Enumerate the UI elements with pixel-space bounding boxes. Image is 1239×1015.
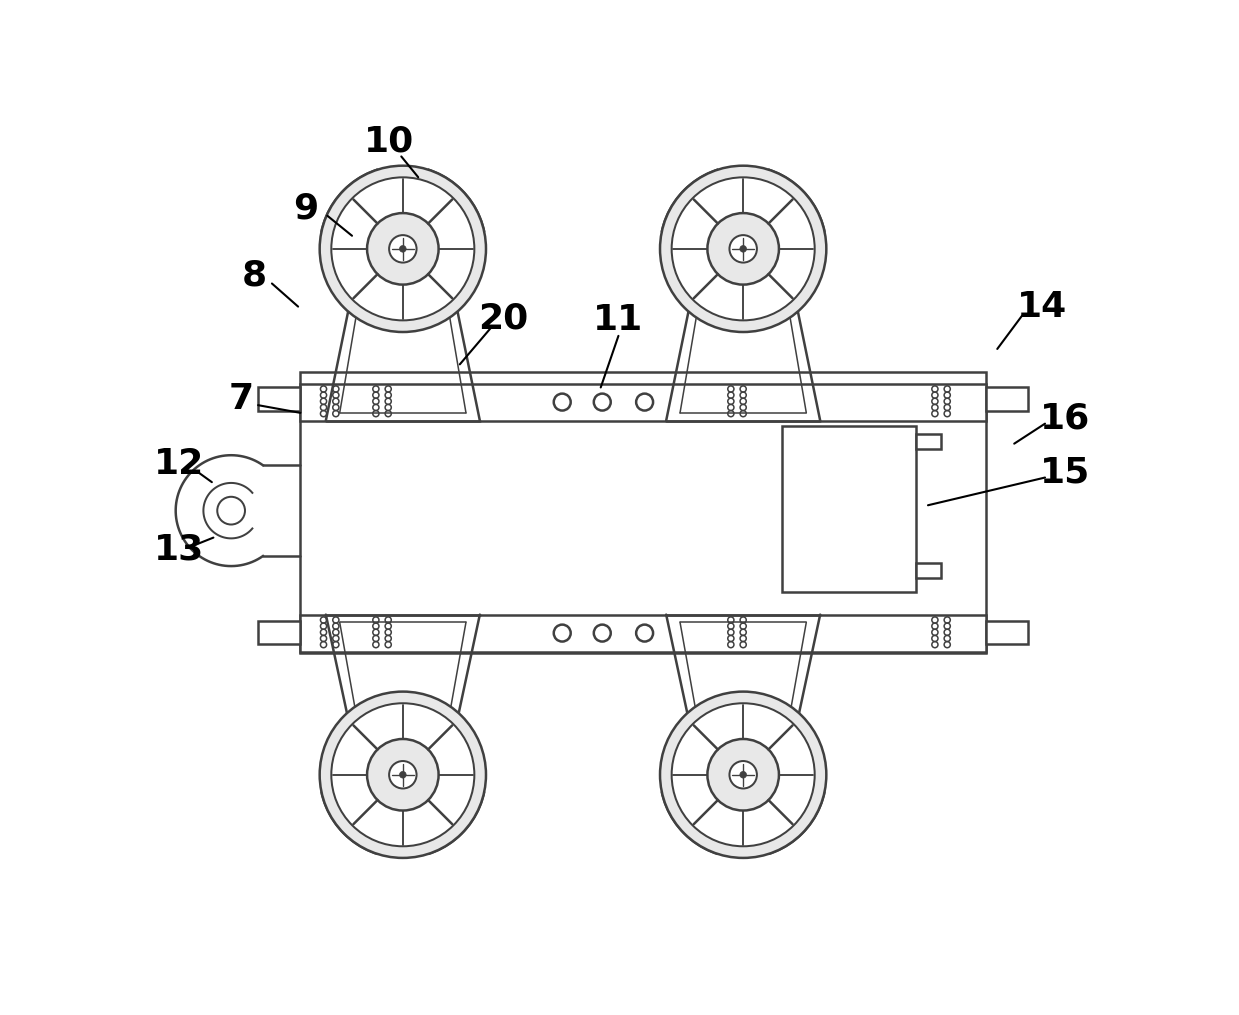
Bar: [300, 373, 986, 653]
Bar: [258, 388, 300, 410]
Bar: [917, 563, 942, 579]
Text: 10: 10: [364, 124, 414, 158]
Bar: [300, 615, 986, 652]
Circle shape: [707, 213, 779, 284]
Bar: [258, 621, 300, 644]
Circle shape: [740, 771, 747, 779]
Text: 14: 14: [1017, 289, 1067, 324]
Circle shape: [672, 703, 815, 847]
Text: 8: 8: [242, 259, 266, 292]
Circle shape: [740, 246, 747, 252]
Circle shape: [320, 691, 486, 858]
Circle shape: [331, 178, 475, 321]
Bar: [986, 621, 1028, 644]
Text: 13: 13: [155, 532, 204, 566]
Text: 7: 7: [228, 382, 254, 416]
Circle shape: [389, 235, 416, 263]
Circle shape: [320, 165, 486, 332]
Text: 12: 12: [155, 448, 204, 481]
Circle shape: [367, 213, 439, 284]
Circle shape: [730, 235, 757, 263]
Bar: [986, 388, 1028, 410]
Circle shape: [389, 761, 416, 789]
Bar: [917, 433, 942, 449]
Circle shape: [707, 739, 779, 811]
Bar: [782, 426, 917, 592]
Text: 9: 9: [294, 191, 318, 225]
Text: 20: 20: [478, 301, 528, 335]
Circle shape: [660, 165, 826, 332]
Text: 15: 15: [1040, 455, 1090, 489]
Circle shape: [672, 178, 815, 321]
Circle shape: [730, 761, 757, 789]
Circle shape: [331, 703, 475, 847]
Circle shape: [399, 771, 406, 779]
Circle shape: [660, 691, 826, 858]
Text: 11: 11: [593, 303, 643, 337]
Text: 16: 16: [1040, 401, 1090, 435]
Circle shape: [399, 246, 406, 252]
Circle shape: [367, 739, 439, 811]
Bar: [300, 384, 986, 420]
